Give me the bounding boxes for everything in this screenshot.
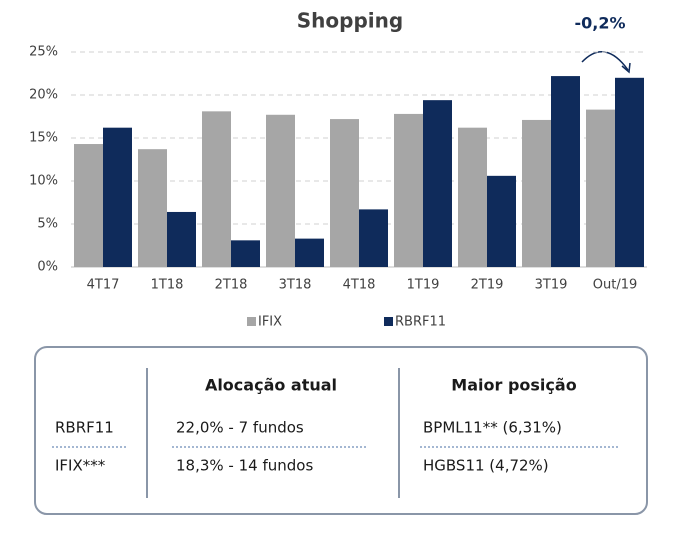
legend-swatch [247, 317, 256, 326]
legend-label: IFIX [258, 315, 282, 330]
cell: IFIX*** [55, 457, 106, 475]
bar [167, 211, 196, 267]
bar [423, 100, 452, 267]
x-tick-label: 3T18 [279, 278, 312, 293]
table: Alocação atual Maior posição RBRF11 22,0… [34, 346, 648, 515]
bar [615, 77, 644, 267]
x-tick-label: 3T19 [535, 278, 568, 293]
bar [330, 119, 359, 267]
bar [74, 144, 103, 267]
bar [551, 76, 580, 267]
y-tick-label: 10% [29, 174, 58, 189]
x-tick-label: 2T18 [215, 278, 248, 293]
cell: RBRF11 [55, 419, 114, 437]
bar [359, 209, 388, 267]
x-tick-label: 4T18 [343, 278, 376, 293]
bar [586, 109, 615, 268]
legend-swatch [384, 317, 393, 326]
header: Maior posição [451, 376, 576, 395]
x-tick-label: 4T17 [87, 278, 120, 293]
x-tick-label: 2T19 [471, 278, 504, 293]
bar [231, 240, 260, 267]
header: Alocação atual [205, 376, 337, 395]
cell: 22,0% - 7 fundos [176, 419, 304, 437]
x-tick-label: 1T18 [151, 278, 184, 293]
bar [458, 127, 487, 268]
bar [487, 175, 516, 267]
annotation: -0,2% [574, 14, 625, 33]
x-tick-label: 1T19 [407, 278, 440, 293]
cell: 18,3% - 14 fundos [176, 457, 313, 475]
bar [522, 119, 551, 267]
chart-title: Shopping [297, 9, 403, 33]
y-tick-label: 5% [37, 217, 58, 232]
cell: BPML11** (6,31%) [423, 419, 562, 437]
bar [295, 238, 324, 267]
x-tick-label: Out/19 [593, 278, 638, 293]
bar [138, 149, 167, 267]
annotation-arrow [581, 51, 629, 71]
bar [103, 127, 132, 268]
bar [266, 114, 295, 267]
legend-label: RBRF11 [395, 315, 446, 330]
bar [394, 113, 423, 267]
table-border [34, 346, 648, 515]
y-tick-label: 15% [29, 131, 58, 146]
bar [202, 111, 231, 267]
y-tick-label: 25% [29, 45, 58, 60]
arrow-head [621, 62, 631, 74]
cell: HGBS11 (4,72%) [423, 457, 549, 475]
y-tick-label: 0% [37, 260, 58, 275]
y-tick-label: 20% [29, 88, 58, 103]
